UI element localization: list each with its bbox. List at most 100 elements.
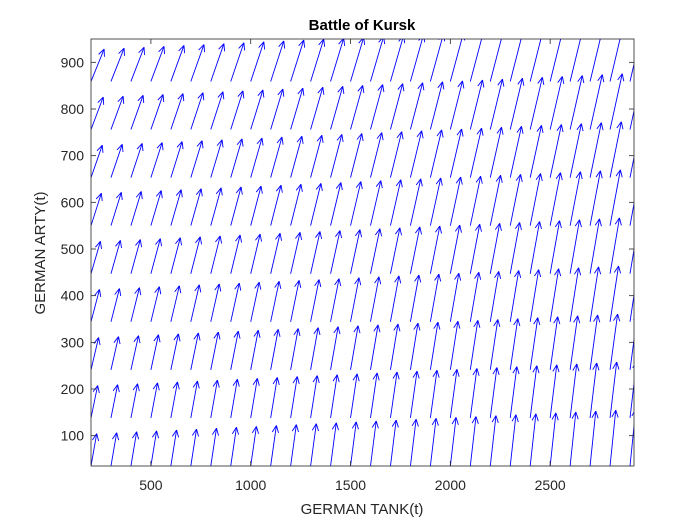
y-tick-label: 200 [61, 381, 85, 397]
field-arrow [210, 427, 219, 466]
field-arrow [509, 270, 522, 322]
y-tick-label: 800 [61, 101, 85, 117]
field-arrow [110, 240, 122, 274]
field-arrow [170, 285, 182, 322]
field-arrow [589, 410, 599, 466]
field-arrow [549, 268, 562, 322]
field-arrow [449, 321, 461, 370]
field-arrow [549, 220, 562, 274]
field-arrow [570, 0, 585, 33]
field-arrow [111, 0, 125, 33]
field-arrow [110, 432, 120, 466]
field-arrow [589, 170, 603, 226]
field-arrow [490, 0, 505, 33]
field-arrow [390, 179, 403, 226]
field-arrow [469, 39, 486, 82]
field-arrow [190, 428, 200, 466]
field-arrow [630, 0, 645, 33]
field-arrow [469, 416, 479, 466]
field-arrow [430, 0, 445, 33]
field-arrow [130, 431, 140, 466]
field-arrow [469, 79, 485, 130]
field-arrow [390, 131, 404, 178]
field-arrow [609, 409, 619, 466]
field-arrow [510, 0, 525, 33]
field-arrow [609, 217, 622, 274]
field-arrow [310, 231, 323, 274]
field-arrow [350, 229, 363, 274]
field-arrow [569, 411, 579, 466]
field-arrow [569, 363, 580, 418]
field-arrow [509, 39, 522, 82]
field-arrow [91, 433, 100, 466]
field-arrow [190, 284, 202, 322]
field-arrow [469, 127, 484, 178]
x-tick-label: 1000 [235, 477, 266, 493]
field-arrow [409, 370, 420, 418]
field-arrow [250, 137, 264, 178]
field-arrow [190, 140, 204, 178]
field-arrow [589, 314, 601, 370]
field-arrow [250, 330, 261, 370]
field-arrow [629, 201, 634, 226]
field-arrow [270, 377, 280, 419]
field-arrow [469, 223, 482, 274]
field-arrow [231, 0, 246, 33]
field-arrow [609, 121, 624, 178]
field-arrow [589, 39, 601, 82]
field-arrow [409, 82, 425, 130]
field-arrow [170, 381, 180, 419]
field-arrow [350, 39, 366, 82]
field-arrow [370, 324, 381, 370]
field-arrow [569, 171, 583, 226]
field-arrow [290, 328, 301, 370]
field-arrow [170, 189, 183, 226]
field-arrow [629, 364, 634, 418]
field-arrow [91, 241, 102, 274]
field-arrow [210, 139, 224, 178]
field-arrow [110, 192, 123, 226]
field-arrow [529, 39, 542, 82]
field-arrow [91, 1, 105, 33]
field-arrow [250, 426, 259, 466]
field-arrow [290, 376, 300, 419]
field-arrow [489, 78, 505, 130]
field-arrow [429, 177, 443, 226]
field-arrow [91, 96, 105, 130]
field-arrow [91, 48, 105, 82]
field-arrow [130, 335, 141, 370]
field-arrow [170, 45, 185, 82]
field-arrow [210, 91, 225, 130]
field-arrow [230, 234, 243, 274]
field-arrow [150, 46, 165, 82]
field-arrow [469, 320, 481, 370]
field-arrow [170, 93, 185, 130]
field-arrow [190, 188, 203, 226]
x-axis-label: GERMAN TANK(t) [301, 501, 424, 518]
field-arrow [449, 417, 459, 466]
field-arrow [489, 175, 503, 226]
field-arrow [291, 0, 306, 33]
field-arrow [509, 126, 524, 178]
field-arrow [409, 130, 424, 178]
field-arrow [130, 95, 145, 130]
vector-field [91, 0, 645, 466]
field-arrow [170, 333, 181, 370]
field-arrow [569, 39, 581, 82]
field-arrow [350, 85, 365, 130]
x-tick-label: 2000 [435, 477, 466, 493]
field-arrow [529, 221, 542, 274]
plot-area [91, 39, 634, 466]
field-arrow [230, 282, 242, 322]
field-arrow [549, 412, 559, 466]
field-arrow [250, 41, 266, 82]
field-arrow [370, 276, 382, 322]
field-arrow [589, 122, 604, 178]
field-arrow [310, 183, 323, 226]
field-arrow [390, 83, 405, 130]
field-arrow [330, 422, 339, 466]
field-arrow [290, 424, 299, 466]
y-tick-label: 400 [61, 288, 85, 304]
field-arrow [230, 427, 239, 466]
field-arrow [489, 319, 501, 370]
